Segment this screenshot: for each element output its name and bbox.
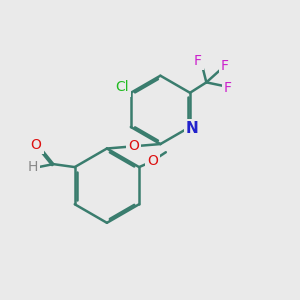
Text: F: F (221, 59, 229, 73)
Text: O: O (147, 154, 158, 168)
Text: Cl: Cl (116, 80, 129, 94)
Text: N: N (186, 121, 199, 136)
Text: F: F (224, 81, 232, 95)
Text: H: H (28, 160, 38, 174)
Text: O: O (128, 139, 139, 153)
Text: F: F (194, 54, 202, 68)
Text: O: O (31, 138, 41, 152)
